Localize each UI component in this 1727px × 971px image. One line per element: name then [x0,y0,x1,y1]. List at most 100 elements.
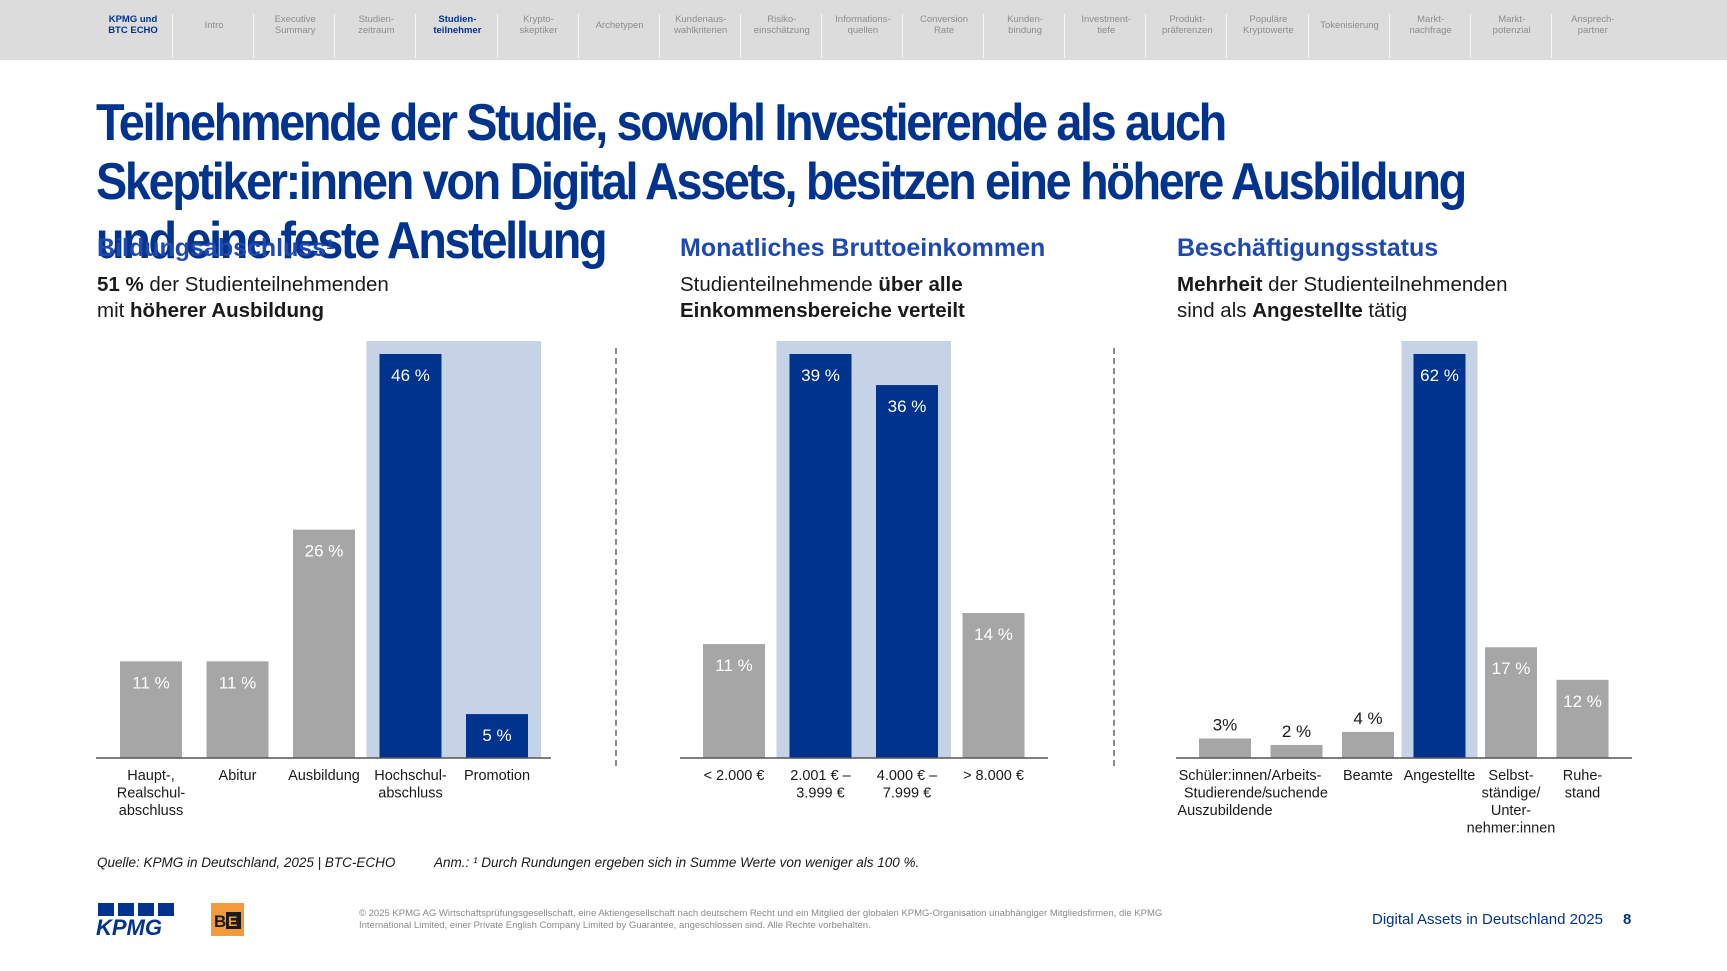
nav-separator [577,14,579,58]
rounding-note: Anm.: ¹ Durch Rundungen ergeben sich in … [434,855,920,870]
nav-tab-14[interactable]: Produkt- präferenzen [1161,14,1213,36]
footnote-marker: 1 [326,236,335,252]
bar-1 [703,644,765,758]
bar-4 [1413,354,1466,758]
category-label-line: < 2.000 € [704,768,765,784]
category-label-line: nehmer:innen [1467,821,1556,837]
nav-separator [1388,14,1390,58]
svg-text:E: E [228,913,237,929]
category-label-line: > 8.000 € [963,768,1024,784]
category-label-line: Unter- [1491,803,1531,819]
nav-separator [658,14,660,58]
bar-value-label: 3% [1213,715,1238,734]
subtitle-run: sind als [1177,299,1253,322]
nav-separator [1469,14,1471,58]
category-label-line: Auszubildende [1177,803,1272,819]
category-label: Ruhe-stand [1563,768,1603,802]
category-label: Promotion [464,768,530,784]
bar-value-label: 11 % [715,656,753,675]
nav-tab-5[interactable]: Studien- teilnehmer [433,14,482,36]
category-label-line: suchende [1265,786,1328,802]
category-label-line: 7.999 € [883,786,931,802]
section-title-text: Beschäftigungsstatus [1177,234,1439,262]
section-title-text: Bildungsabschluss [97,234,327,262]
nav-tab-16[interactable]: Tokenisierung [1320,19,1379,31]
category-label: 2.001 € – 3.999 € [790,768,851,802]
section-title-education: Bildungsabschluss1 [97,234,334,263]
page-number: 8 [1623,911,1632,928]
bar-2 [1270,744,1323,758]
bar-3 [1342,731,1394,758]
bar-value-label: 36 % [888,397,927,416]
category-label: 4.000 € – 7.999 € [877,768,938,802]
nav-tab-11[interactable]: Conversion Rate [919,14,969,36]
section-divider [615,348,617,766]
subtitle-run: höherer Ausbildung [130,299,325,322]
nav-separator [253,14,255,58]
category-label-line: Angestellte [1404,768,1476,784]
kpmg-logo: KPMG [96,903,174,936]
category-label-line: Ruhe- [1563,768,1603,784]
document-title: Digital Assets in Deutschland 2025 [1372,911,1603,928]
nav-tab-2[interactable]: Intro [204,19,224,31]
source-note: Quelle: KPMG in Deutschland, 2025 | BTC-… [97,855,396,870]
nav-tab-7[interactable]: Archetypen [595,19,644,31]
section-subtitle-income: Studienteilnehmende über alle Einkommensb… [680,272,965,324]
nav-tab-12[interactable]: Kunden- bindung [1007,14,1044,36]
bar-value-label: 17 % [1492,659,1531,678]
section-title-employment: Beschäftigungsstatus [1177,234,1438,263]
nav-separator [415,14,417,58]
nav-tab-6[interactable]: Krypto- skeptiker [519,14,558,36]
subtitle-run: mit [97,299,131,322]
category-label: Ausbildung [288,768,360,784]
nav-tab-1[interactable]: KPMG und BTC ECHO [108,14,158,36]
nav-tab-4[interactable]: Studien- zeitraum [358,14,395,36]
nav-separator [1307,14,1309,58]
legal-notice: © 2025 KPMG AG Wirtschaftsprüfungsgesell… [359,908,1163,931]
category-label-line: abschluss [119,803,183,819]
category-label: Abitur [219,768,257,784]
btc-echo-logo: B E [211,903,244,936]
nav-tab-10[interactable]: Informations- quellen [835,14,891,36]
bar-value-label: 39 % [801,366,840,385]
nav-tab-19[interactable]: Ansprech- partner [1571,14,1615,36]
category-label-line: Abitur [219,768,257,784]
category-label: Selbst-ständige/Unter-nehmer:innen [1467,768,1556,837]
bar-3 [876,385,938,758]
nav-separator [820,14,822,58]
top-navigation: KPMG und BTC ECHO Intro Executive Summary S… [0,0,1727,60]
nav-tab-3[interactable]: Executive Summary [274,14,316,36]
section-subtitle-employment: Mehrheit der Studienteilnehmenden sind al… [1177,272,1507,324]
nav-separator [983,14,985,58]
bar-value-label: 11 % [219,673,257,692]
bar-1 [1199,738,1251,758]
category-label: > 8.000 € [963,768,1024,784]
bar-4 [379,354,442,758]
bar-2 [789,354,852,758]
bar-value-label: 2 % [1282,722,1311,741]
subtitle-run: über alle [878,273,963,296]
bar-6 [1556,679,1609,758]
bar-5 [466,714,528,758]
nav-separator [334,14,336,58]
section-title-income: Monatliches Bruttoeinkommen [680,234,1045,263]
bar-value-label: 4 % [1353,709,1382,728]
nav-tab-18[interactable]: Markt- potenzial [1492,14,1531,36]
nav-tab-17[interactable]: Markt- nachfrage [1409,14,1452,36]
category-label-line: Promotion [464,768,530,784]
category-label-line: ständige/ [1482,786,1542,802]
nav-tab-9[interactable]: Risiko- einschätzung [753,14,810,36]
category-label-line: Beamte [1343,768,1393,784]
nav-tab-13[interactable]: Investment- tiefe [1081,14,1131,36]
svg-text:KPMG: KPMG [96,915,162,936]
category-label-line: Hochschul- [374,768,447,784]
nav-tab-15[interactable]: Populäre Kryptowerte [1243,14,1294,36]
bar-3 [293,529,355,758]
category-label-line: 2.001 € – [790,768,851,784]
nav-tab-8[interactable]: Kundenaus- wahlkriterien [674,14,728,36]
category-label-line: Schüler:innen/ [1179,768,1273,784]
svg-text:B: B [214,912,226,931]
subtitle-run: tätig [1362,299,1408,322]
category-label-line: abschluss [378,786,442,802]
